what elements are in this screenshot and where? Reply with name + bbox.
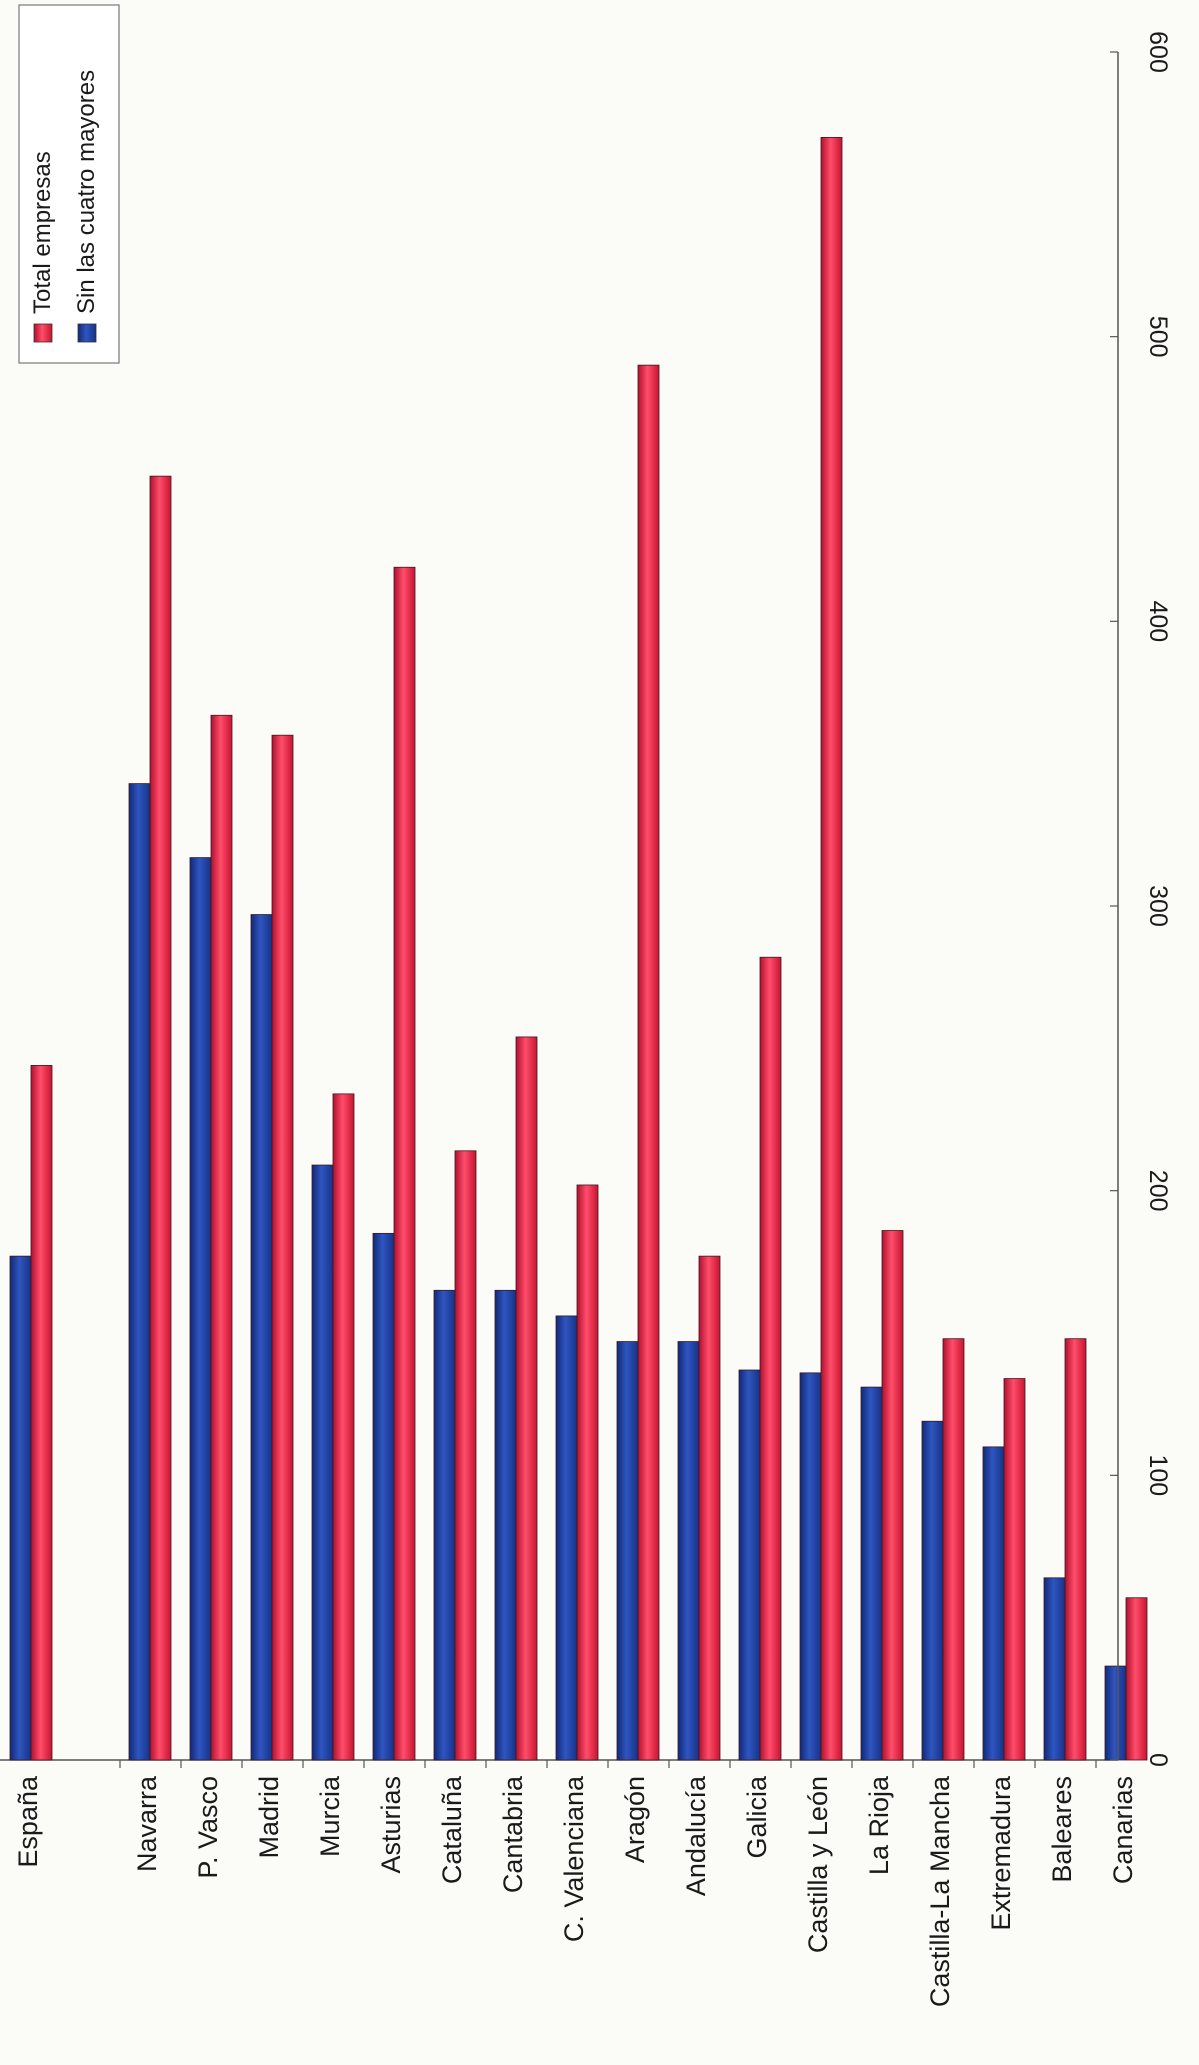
bar-sin-las-cuatro-mayores-13 (860, 1386, 883, 1761)
plot-area: España Navarra P. Vasco Madrid Murcia Asturia… (0, 31, 1172, 2007)
value-tick-label: 400 (1144, 600, 1172, 642)
category-label: Cataluña (437, 1775, 467, 1884)
category-label: Andalucía (681, 1775, 711, 1896)
bar-sin-las-cuatro-mayores-1 (128, 783, 151, 1761)
category-label: Baleares (1047, 1776, 1077, 1883)
category-label: C. Valenciana (559, 1775, 589, 1942)
bar-total-empresas-14 (942, 1338, 965, 1761)
bar-total-empresas-0 (30, 1065, 53, 1761)
bar-total-empresas-17 (1125, 1597, 1148, 1761)
category-label: Navarra (132, 1775, 162, 1872)
legend-swatch-0 (33, 323, 53, 343)
bar-total-empresas-6 (454, 1150, 477, 1761)
category-label: Extremadura (986, 1775, 1016, 1931)
bar-sin-las-cuatro-mayores-2 (189, 857, 212, 1761)
bar-total-empresas-16 (1064, 1338, 1087, 1761)
bar-total-empresas-5 (393, 566, 416, 1761)
category-label: Aragón (620, 1776, 650, 1863)
bar-total-empresas-3 (271, 734, 294, 1761)
bar-total-empresas-8 (576, 1184, 599, 1761)
bar-total-empresas-7 (515, 1036, 538, 1761)
legend: Total empresas Sin las cuatro mayores (18, 4, 120, 364)
bar-sin-las-cuatro-mayores-14 (921, 1420, 944, 1761)
category-label: Castilla y León (803, 1776, 833, 1953)
bar-sin-las-cuatro-mayores-4 (311, 1164, 334, 1761)
value-tick-label: 300 (1144, 885, 1172, 927)
bar-sin-las-cuatro-mayores-0 (9, 1255, 32, 1761)
bar-total-empresas-12 (820, 136, 843, 1761)
value-tick-label: 600 (1144, 31, 1172, 73)
category-label: Asturias (376, 1776, 406, 1874)
bar-total-empresas-10 (698, 1255, 721, 1761)
bar-sin-las-cuatro-mayores-17 (1104, 1665, 1127, 1761)
category-label: La Rioja (864, 1775, 894, 1875)
bar-total-empresas-15 (1003, 1378, 1026, 1761)
bar-sin-las-cuatro-mayores-15 (982, 1446, 1005, 1761)
bar-sin-las-cuatro-mayores-5 (372, 1232, 395, 1761)
category-label: P. Vasco (193, 1776, 223, 1879)
bar-total-empresas-13 (881, 1230, 904, 1761)
legend-swatch-1 (77, 323, 97, 343)
bar-total-empresas-1 (149, 475, 172, 1761)
category-label: España (13, 1775, 43, 1868)
bar-total-empresas-4 (332, 1093, 355, 1761)
bar-total-empresas-11 (759, 956, 782, 1761)
value-tick-label: 500 (1144, 316, 1172, 358)
category-label: Castilla-La Mancha (925, 1775, 955, 2007)
value-tick-label: 200 (1144, 1170, 1172, 1212)
value-tick-label: 100 (1144, 1454, 1172, 1496)
bar-sin-las-cuatro-mayores-9 (616, 1341, 639, 1761)
bar-sin-las-cuatro-mayores-6 (433, 1289, 456, 1761)
bar-sin-las-cuatro-mayores-12 (799, 1372, 822, 1761)
bar-sin-las-cuatro-mayores-8 (555, 1315, 578, 1761)
category-label: Canarias (1108, 1776, 1138, 1884)
category-label: Madrid (254, 1776, 284, 1859)
bar-sin-las-cuatro-mayores-10 (677, 1341, 700, 1761)
bar-total-empresas-2 (210, 714, 233, 1761)
value-tick-label: 0 (1144, 1753, 1172, 1767)
bar-total-empresas-9 (637, 364, 660, 1761)
bar-sin-las-cuatro-mayores-7 (494, 1289, 517, 1761)
category-label: Murcia (315, 1775, 345, 1857)
bar-sin-las-cuatro-mayores-16 (1043, 1577, 1066, 1761)
category-label: Galicia (742, 1775, 772, 1859)
bar-sin-las-cuatro-mayores-11 (738, 1369, 761, 1761)
category-label: Cantabria (498, 1775, 528, 1893)
legend-box (18, 4, 120, 364)
bar-sin-las-cuatro-mayores-3 (250, 914, 273, 1761)
legend-label-0: Total empresas (29, 151, 56, 314)
legend-label-1: Sin las cuatro mayores (73, 70, 100, 314)
